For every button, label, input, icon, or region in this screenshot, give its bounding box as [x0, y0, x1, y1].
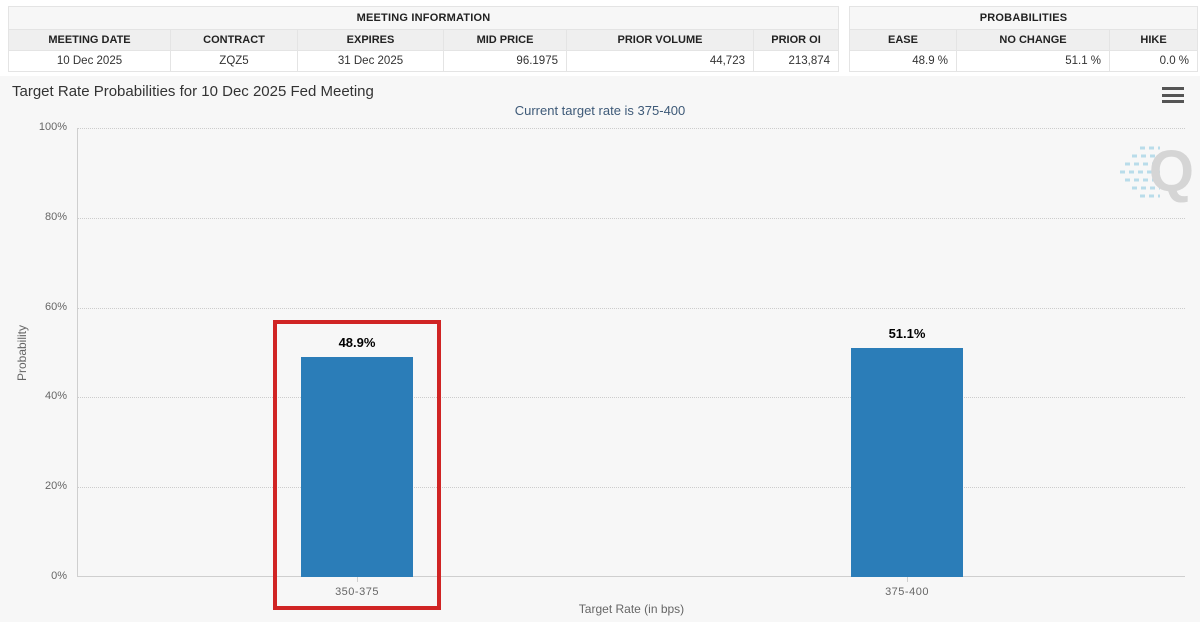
x-axis-title: Target Rate (in bps)	[578, 602, 685, 616]
menu-bar-icon	[1162, 93, 1184, 97]
summary-tables: MEETING INFORMATION MEETING DATE CONTRACT E…	[7, 6, 1199, 72]
table-cell: 96.1975	[443, 50, 567, 72]
column-header: PRIOR OI	[752, 29, 840, 51]
table-cell: 0.0 %	[1109, 50, 1199, 72]
table-cell: 51.1 %	[956, 50, 1111, 72]
x-axis-tick	[357, 577, 358, 582]
bar-value-label: 51.1%	[888, 325, 926, 341]
gridline	[78, 128, 1185, 129]
x-category-label: 375-400	[885, 586, 929, 598]
watermark-q-letter: Q	[1148, 139, 1194, 204]
meeting-info-table: MEETING INFORMATION MEETING DATE CONTRACT E…	[7, 6, 840, 72]
column-header: HIKE	[1109, 29, 1199, 51]
watermark-dashes-icon	[1120, 146, 1160, 198]
column-header: NO CHANGE	[956, 29, 1111, 51]
y-axis-labels: 0% 20% 40% 60% 80% 100%	[0, 121, 70, 582]
x-axis-tick	[907, 577, 908, 582]
y-tick-label: 100%	[38, 121, 67, 133]
column-header: EASE	[849, 29, 958, 51]
gridline	[78, 487, 1185, 489]
menu-bar-icon	[1162, 100, 1184, 103]
table-cell: 48.9 %	[849, 50, 958, 72]
gridline	[78, 217, 1185, 219]
column-header: MEETING DATE	[8, 29, 171, 51]
table-group-header: MEETING INFORMATION	[7, 6, 840, 30]
table-cell: 213,874	[752, 50, 840, 72]
x-category-label: 350-375	[335, 586, 379, 598]
menu-bar-icon	[1162, 87, 1184, 90]
gridline	[78, 307, 1185, 309]
chart-title: Target Rate Probabilities for 10 Dec 202…	[12, 83, 374, 100]
table-cell: 10 Dec 2025	[8, 50, 171, 72]
column-header: MID PRICE	[443, 29, 567, 51]
bar-slot: 51.1% 375-400	[851, 128, 963, 598]
table-group-header: PROBABILITIES	[849, 6, 1199, 30]
probabilities-table: PROBABILITIES EASE NO CHANGE HIKE 48.9 % 51.1…	[849, 6, 1199, 72]
bar-column[interactable]	[301, 357, 413, 577]
y-tick-label: 80%	[44, 210, 67, 223]
bar-value-label: 48.9%	[338, 335, 376, 351]
column-header: CONTRACT	[170, 29, 298, 51]
bar-slot: 48.9% 350-375	[301, 128, 413, 598]
y-tick-label: 60%	[44, 300, 67, 313]
column-header: PRIOR VOLUME	[566, 29, 754, 51]
plot-area: 48.9% 350-375 51.1% 375-400 Target Rate …	[77, 128, 1185, 616]
table-cell: 44,723	[566, 50, 754, 72]
table-cell: ZQZ5	[170, 50, 298, 72]
y-tick-label: 40%	[44, 390, 67, 403]
bar-column[interactable]	[851, 347, 963, 577]
chart-subtitle: Current target rate is 375-400	[514, 103, 686, 118]
table-cell: 31 Dec 2025	[297, 50, 444, 72]
chart-context-menu-icon[interactable]	[1162, 87, 1186, 103]
gridline	[78, 397, 1185, 399]
y-tick-label: 0%	[51, 570, 67, 582]
quikstrike-watermark: Q	[1118, 134, 1196, 214]
probability-chart: Target Rate Probabilities for 10 Dec 202…	[0, 76, 1200, 622]
column-header: EXPIRES	[297, 29, 444, 51]
y-tick-label: 20%	[44, 480, 67, 493]
